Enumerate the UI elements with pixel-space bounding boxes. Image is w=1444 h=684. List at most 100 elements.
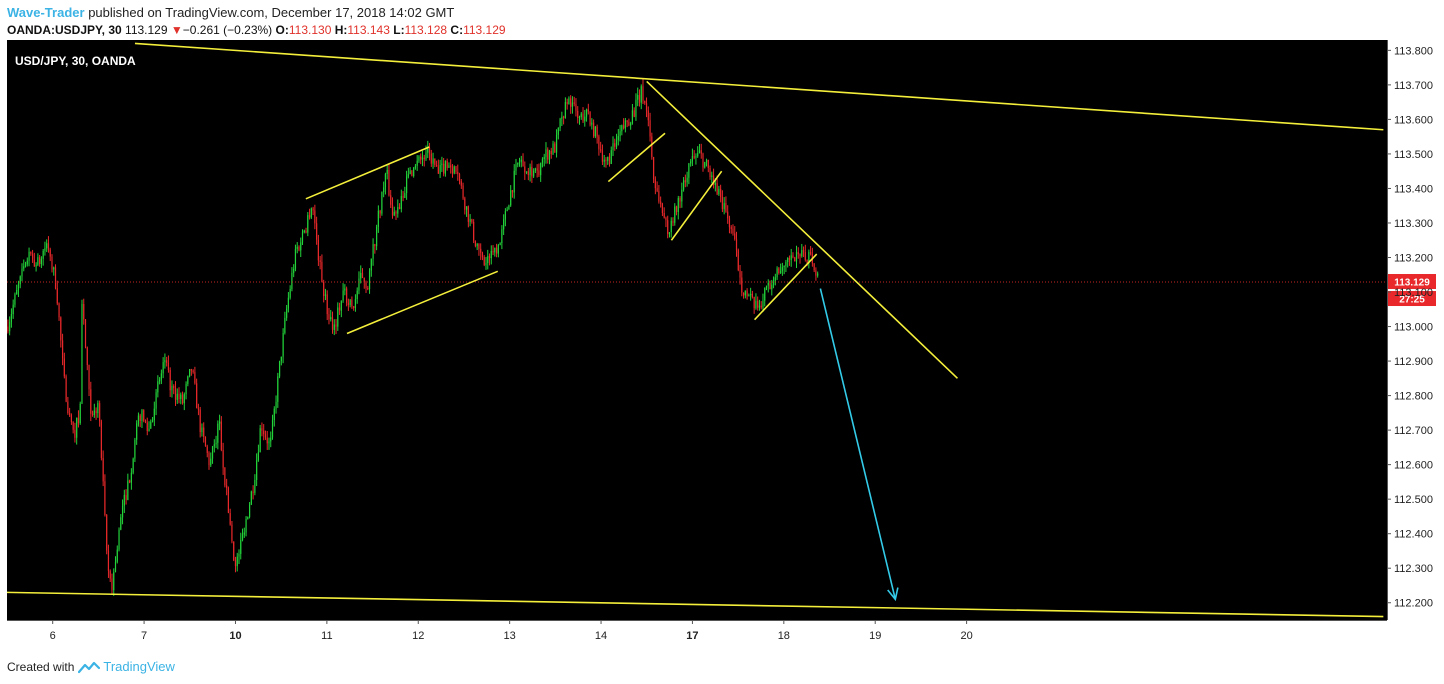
candle-body	[328, 314, 330, 320]
candle-body	[65, 376, 67, 402]
candle-body	[79, 403, 81, 424]
candle-body	[691, 156, 694, 162]
candle-body	[137, 415, 140, 424]
candle-body	[226, 485, 228, 488]
candle-body	[540, 162, 542, 176]
candle-body	[455, 166, 457, 172]
candle-body	[411, 170, 413, 176]
candle-body	[439, 164, 441, 174]
candle-body	[116, 549, 118, 562]
candle-body	[753, 296, 755, 309]
candle-body	[206, 446, 208, 453]
candle-body	[533, 170, 535, 177]
candle-body	[443, 163, 445, 174]
candle-body	[460, 181, 462, 186]
candle-body	[518, 161, 521, 163]
candle-body	[495, 247, 498, 254]
candle-body	[628, 122, 630, 126]
candle-body	[690, 161, 692, 164]
author-name[interactable]: Wave-Trader	[7, 5, 85, 20]
time-axis[interactable]	[7, 620, 1387, 650]
candle-body	[160, 373, 162, 380]
candle-body	[169, 369, 171, 391]
candle-body	[91, 413, 94, 415]
candle-body	[287, 297, 289, 309]
candle-body	[621, 125, 623, 132]
candle-body	[346, 288, 348, 303]
y-tick-label: 112.600	[1394, 460, 1433, 472]
candle-body	[640, 86, 642, 103]
candle-body	[159, 379, 161, 382]
candle-body	[409, 170, 411, 175]
candle-body	[559, 118, 561, 128]
candle-body	[453, 166, 455, 174]
high-value: 113.143	[347, 23, 390, 37]
candle-body	[130, 472, 132, 483]
candle-body	[485, 262, 487, 265]
candle-body	[17, 284, 20, 290]
candle-body	[667, 220, 669, 235]
candle-body	[598, 136, 600, 150]
candle-body	[555, 134, 558, 153]
candle-body	[630, 123, 632, 126]
candle-body	[490, 250, 492, 259]
lower-channel-line[interactable]	[6, 591, 1384, 618]
descending-trendline[interactable]	[646, 80, 959, 379]
channel-lower-1[interactable]	[346, 270, 499, 335]
flag-line-1[interactable]	[607, 132, 666, 183]
candle-body	[700, 150, 702, 154]
candle-body	[188, 369, 191, 377]
candle-body	[735, 239, 738, 251]
footer: Created with TradingView	[7, 659, 175, 674]
candle-body	[548, 150, 551, 160]
candle-body	[649, 120, 651, 137]
candle-body	[372, 244, 374, 259]
candle-body	[573, 102, 575, 104]
upper-channel-line[interactable]	[134, 42, 1384, 131]
projection-arrow-line[interactable]	[819, 288, 897, 600]
x-tick-label: 13	[504, 630, 516, 642]
candle-body	[190, 369, 192, 371]
candles-layer	[7, 78, 819, 596]
candle-body	[765, 285, 768, 288]
candle-body	[511, 190, 514, 193]
candle-body	[153, 408, 155, 421]
candle-body	[741, 277, 743, 293]
x-tick-label: 19	[869, 630, 881, 642]
candle-body	[693, 156, 695, 158]
candle-body	[347, 302, 349, 306]
candle-body	[376, 226, 378, 247]
candle-body	[815, 270, 817, 276]
candle-body	[40, 258, 43, 265]
tradingview-brand[interactable]: TradingView	[103, 659, 175, 674]
candle-body	[121, 505, 124, 518]
candle-body	[584, 116, 586, 122]
candle-body	[107, 550, 110, 571]
candle-body	[661, 203, 664, 214]
x-tick-label: 18	[778, 630, 790, 642]
flag-line-3[interactable]	[753, 253, 818, 321]
price-axis[interactable]	[1387, 40, 1444, 620]
candle-body	[619, 131, 621, 137]
candle-body	[481, 252, 484, 258]
candle-body	[799, 254, 801, 257]
candle-body	[284, 317, 286, 333]
candle-body	[56, 288, 58, 304]
candle-body	[196, 383, 198, 409]
candle-body	[178, 393, 180, 400]
candle-body	[53, 267, 55, 270]
candle-body	[577, 110, 579, 119]
candle-body	[755, 300, 757, 309]
candle-body	[291, 272, 293, 290]
candle-body	[229, 512, 231, 525]
candle-body	[458, 174, 461, 182]
flag-line-2[interactable]	[670, 170, 723, 241]
candle-body	[578, 117, 581, 119]
candle-body	[608, 156, 611, 164]
candle-body	[644, 100, 646, 104]
channel-upper-1[interactable]	[305, 146, 430, 200]
candle-body	[600, 149, 602, 151]
candle-body	[233, 541, 235, 561]
plot-area[interactable]	[7, 40, 1387, 620]
